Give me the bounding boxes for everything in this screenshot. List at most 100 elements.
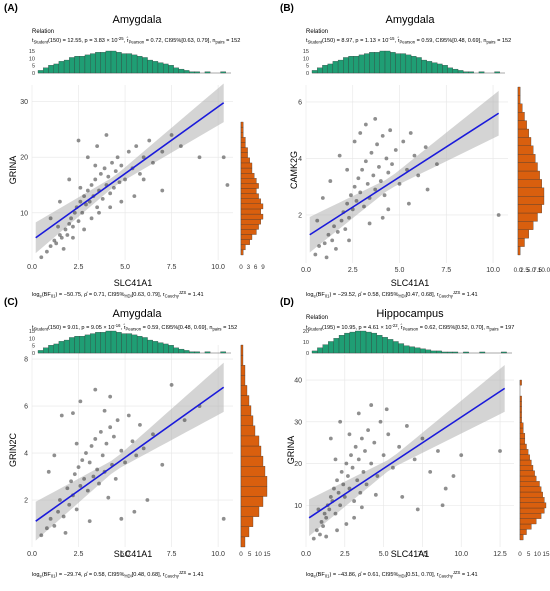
- right-hist-bar: [519, 443, 527, 450]
- top-hist-bar: [452, 351, 459, 354]
- data-point: [52, 238, 57, 243]
- top-hist-bar: [501, 351, 507, 354]
- x-tick-label: 10.0: [211, 264, 225, 271]
- data-point: [436, 449, 440, 453]
- confidence-band: [309, 90, 499, 253]
- data-point: [337, 153, 342, 158]
- data-point: [44, 249, 49, 254]
- data-point: [141, 155, 146, 160]
- top-hist-bar: [136, 336, 143, 354]
- y-tick-label: 4: [298, 156, 302, 163]
- data-point: [74, 507, 79, 512]
- data-point: [93, 177, 98, 182]
- top-hist-bar: [152, 341, 159, 354]
- top-hist-bar: [344, 332, 350, 354]
- top-hist-bar: [447, 67, 453, 74]
- top-hist-bar: [48, 65, 54, 74]
- right-hist-bar: [240, 193, 259, 199]
- top-hist-bar: [355, 330, 361, 354]
- data-point: [80, 458, 85, 462]
- data-point: [367, 221, 372, 226]
- data-point: [119, 516, 124, 521]
- right-hist-bar: [519, 449, 529, 455]
- bayes-line: loge​(BF01​) = −43.86, ρ̂ = 0.61, CI95%H…: [306, 570, 478, 579]
- right-hist-bar: [519, 502, 547, 509]
- data-point: [65, 233, 70, 237]
- right-hist-tick: 0: [518, 551, 522, 558]
- top-hist-bar: [183, 350, 190, 354]
- top-hist-tick: 15: [29, 49, 35, 55]
- data-point: [384, 156, 389, 161]
- top-hist-bar: [189, 71, 195, 74]
- top-hist-bar: [69, 57, 75, 74]
- right-hist-bar: [519, 481, 540, 487]
- data-point: [369, 150, 374, 155]
- data-point: [69, 216, 73, 221]
- right-hist-bar: [517, 145, 534, 155]
- top-hist-bar: [58, 61, 65, 74]
- right-hist-bar: [240, 152, 248, 158]
- data-point: [345, 167, 350, 172]
- right-hist-bar: [519, 470, 535, 477]
- top-hist-bar: [442, 65, 448, 74]
- top-hist-bar: [69, 337, 75, 354]
- right-hist-bar: [240, 486, 268, 497]
- top-hist-bar: [37, 350, 44, 354]
- data-point: [80, 210, 85, 215]
- data-point: [355, 478, 360, 483]
- data-point: [151, 160, 155, 165]
- data-point: [365, 181, 370, 186]
- data-point: [380, 133, 385, 138]
- data-point: [391, 465, 395, 470]
- data-point: [420, 436, 425, 441]
- data-point: [76, 219, 81, 224]
- right-hist-bar: [519, 395, 522, 402]
- right-hist-bar: [519, 534, 524, 541]
- data-point: [100, 453, 105, 458]
- data-point: [225, 183, 230, 187]
- top-hist-bar: [173, 347, 179, 354]
- right-hist-bar: [240, 375, 246, 386]
- right-hist-bar: [240, 405, 252, 416]
- top-hist-bar: [152, 61, 159, 74]
- data-point: [425, 187, 430, 192]
- data-point: [97, 210, 101, 215]
- data-point: [335, 230, 340, 234]
- top-hist-bar: [43, 67, 49, 74]
- data-point: [108, 205, 113, 210]
- right-hist-tick: 10.0: [538, 267, 550, 274]
- data-point: [332, 224, 336, 229]
- data-point: [113, 476, 118, 481]
- data-point: [369, 403, 374, 407]
- top-hist-tick: 0: [32, 71, 35, 77]
- data-point: [321, 524, 325, 529]
- data-point: [95, 205, 100, 210]
- data-point: [428, 469, 433, 474]
- data-point: [78, 399, 83, 404]
- right-hist-tick: 6: [254, 264, 258, 271]
- data-point: [359, 505, 364, 510]
- y-tick-label: 20: [20, 155, 28, 162]
- top-hist-bar: [322, 65, 328, 74]
- data-point: [147, 138, 152, 143]
- regression-line: [309, 112, 500, 236]
- top-hist-bar: [168, 345, 174, 354]
- top-hist-bar: [79, 336, 86, 354]
- data-point: [366, 428, 370, 433]
- y-axis-label: GRINA: [8, 156, 18, 185]
- right-hist-bar: [240, 178, 257, 184]
- data-point: [85, 488, 90, 493]
- data-point: [108, 191, 113, 196]
- data-point: [440, 503, 445, 508]
- top-hist-bar: [400, 53, 407, 74]
- data-point: [348, 193, 353, 198]
- data-point: [361, 469, 366, 474]
- data-point: [372, 440, 377, 445]
- y-axis-label: GRIN2C: [8, 433, 18, 468]
- data-point: [108, 394, 113, 399]
- data-point: [496, 213, 501, 217]
- panel-label: (B): [280, 3, 294, 14]
- data-point: [115, 418, 120, 423]
- x-tick-label: 5.0: [120, 551, 130, 558]
- top-hist-bar: [58, 341, 65, 354]
